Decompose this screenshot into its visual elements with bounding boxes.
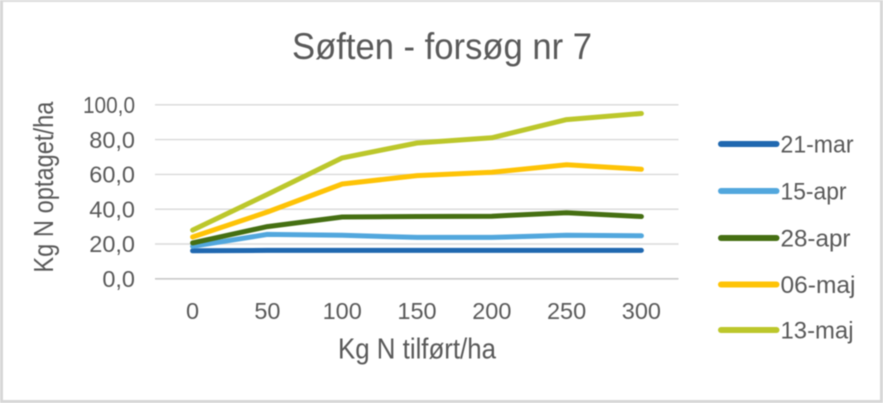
- svg-text:150: 150: [397, 298, 436, 324]
- svg-text:Kg N tilført/ha: Kg N tilført/ha: [338, 334, 497, 366]
- svg-text:Kg N optaget/ha: Kg N optaget/ha: [28, 101, 59, 272]
- svg-text:Søften - forsøg nr 7: Søften - forsøg nr 7: [292, 26, 592, 67]
- svg-text:20,0: 20,0: [89, 231, 135, 257]
- svg-text:60,0: 60,0: [89, 162, 135, 188]
- svg-text:50: 50: [254, 298, 280, 324]
- svg-text:100: 100: [323, 298, 362, 324]
- svg-text:0,0: 0,0: [102, 266, 135, 292]
- svg-text:13-maj: 13-maj: [781, 318, 854, 345]
- svg-text:200: 200: [472, 298, 511, 324]
- svg-text:0: 0: [186, 298, 199, 324]
- svg-text:300: 300: [622, 298, 661, 324]
- svg-text:15-apr: 15-apr: [781, 179, 847, 206]
- svg-text:250: 250: [547, 298, 586, 324]
- svg-text:06-maj: 06-maj: [781, 272, 856, 299]
- svg-text:80,0: 80,0: [89, 127, 135, 153]
- svg-text:40,0: 40,0: [89, 196, 135, 222]
- svg-text:28-apr: 28-apr: [781, 226, 851, 253]
- svg-text:100,0: 100,0: [83, 92, 135, 118]
- svg-text:21-mar: 21-mar: [781, 132, 854, 159]
